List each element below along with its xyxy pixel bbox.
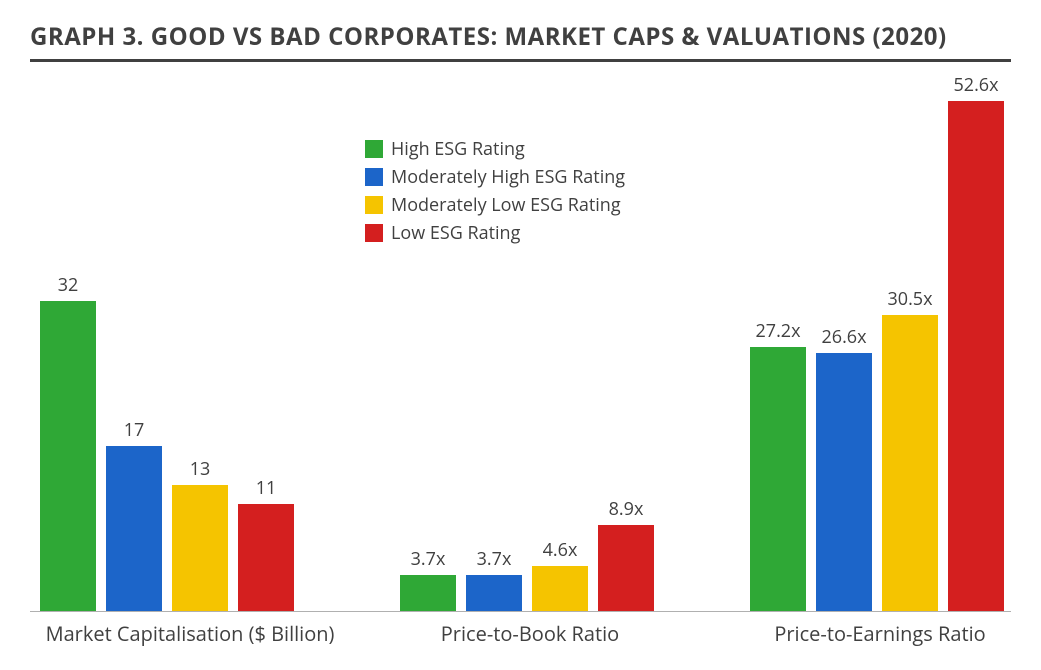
x-axis-label: Market Capitalisation ($ Billion): [30, 620, 350, 647]
bar-wrap: 27.2x: [750, 319, 806, 611]
bar: [106, 446, 162, 611]
bar: [532, 566, 588, 611]
bar-wrap: 3.7x: [400, 547, 456, 611]
bar-wrap: 4.6x: [532, 538, 588, 611]
x-axis: Market Capitalisation ($ Billion) Price-…: [30, 620, 1011, 650]
bar-group-price-to-book: 3.7x 3.7x 4.6x 8.9x: [400, 497, 664, 611]
bar-value-label: 3.7x: [411, 547, 446, 571]
bar: [598, 525, 654, 611]
x-axis-label: Price-to-Book Ratio: [390, 620, 670, 647]
bar: [238, 504, 294, 611]
bar-value-label: 26.6x: [821, 325, 866, 349]
legend-swatch: [365, 140, 383, 158]
bar-value-label: 30.5x: [887, 287, 932, 311]
bar-wrap: 8.9x: [598, 497, 654, 611]
bar-value-label: 11: [256, 476, 277, 500]
legend-item: Moderately High ESG Rating: [365, 165, 625, 189]
bar-value-label: 27.2x: [755, 319, 800, 343]
bar-wrap: 13: [172, 457, 228, 611]
bar-wrap: 26.6x: [816, 325, 872, 611]
bar-value-label: 3.7x: [477, 547, 512, 571]
legend: High ESG Rating Moderately High ESG Rati…: [365, 137, 625, 249]
bar-value-label: 32: [58, 273, 79, 297]
bar-group-market-cap: 32 17 13 11: [40, 273, 304, 611]
bar-wrap: 11: [238, 476, 294, 611]
bar-group-price-to-earnings: 27.2x 26.6x 30.5x 52.6x: [750, 73, 1014, 611]
legend-item: Low ESG Rating: [365, 221, 625, 245]
bar: [40, 301, 96, 611]
bar: [750, 347, 806, 611]
x-axis-label: Price-to-Earnings Ratio: [730, 620, 1030, 647]
bar: [400, 575, 456, 611]
bar: [948, 101, 1004, 611]
bar-wrap: 30.5x: [882, 287, 938, 611]
legend-label: High ESG Rating: [391, 137, 525, 161]
bar: [816, 353, 872, 611]
bar-value-label: 4.6x: [543, 538, 578, 562]
bar-value-label: 8.9x: [609, 497, 644, 521]
chart-plot-area: High ESG Rating Moderately High ESG Rati…: [30, 82, 1011, 612]
bar-wrap: 32: [40, 273, 96, 611]
bar-wrap: 3.7x: [466, 547, 522, 611]
bar: [172, 485, 228, 611]
bar: [466, 575, 522, 611]
bar-value-label: 52.6x: [953, 73, 998, 97]
legend-swatch: [365, 224, 383, 242]
bar-wrap: 52.6x: [948, 73, 1004, 611]
chart-title: GRAPH 3. GOOD VS BAD CORPORATES: MARKET …: [30, 20, 1011, 62]
bar-value-label: 13: [190, 457, 211, 481]
bar: [882, 315, 938, 611]
legend-swatch: [365, 196, 383, 214]
bar-wrap: 17: [106, 418, 162, 611]
legend-label: Moderately Low ESG Rating: [391, 193, 621, 217]
bar-value-label: 17: [124, 418, 145, 442]
legend-label: Low ESG Rating: [391, 221, 520, 245]
legend-swatch: [365, 168, 383, 186]
legend-item: High ESG Rating: [365, 137, 625, 161]
legend-item: Moderately Low ESG Rating: [365, 193, 625, 217]
legend-label: Moderately High ESG Rating: [391, 165, 625, 189]
